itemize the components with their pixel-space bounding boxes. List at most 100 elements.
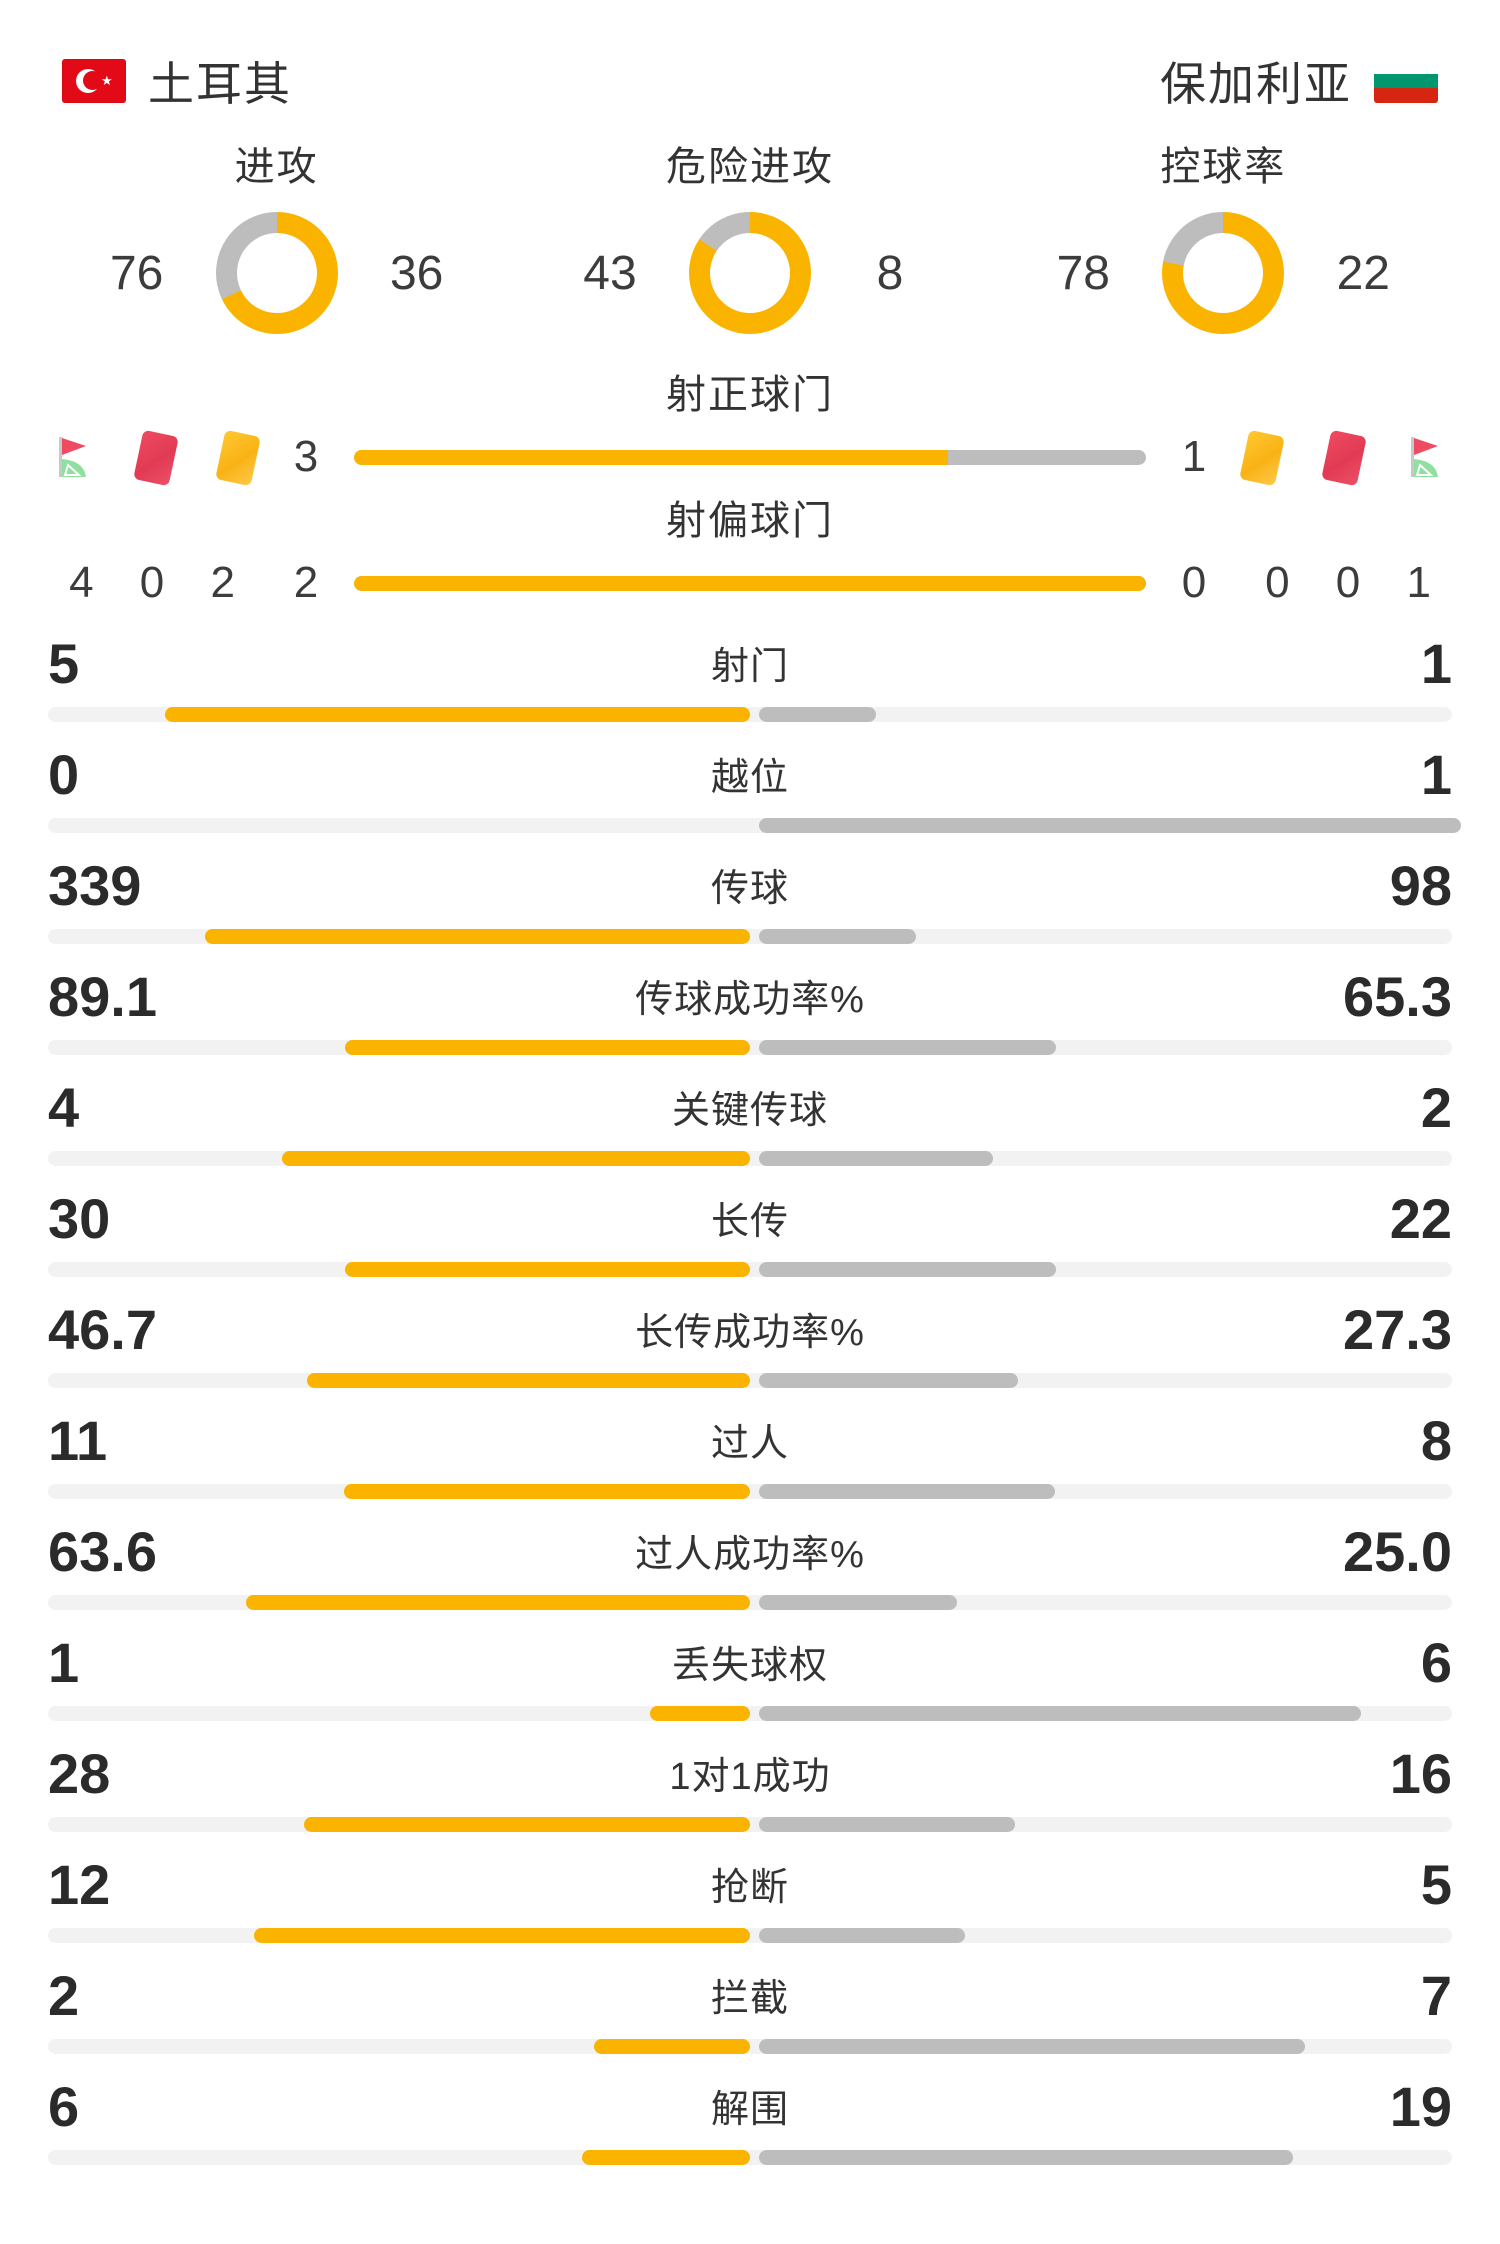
stat-row: 4 关键传球 2 <box>48 1068 1452 1179</box>
stat-row: 11 过人 8 <box>48 1401 1452 1512</box>
stat-label: 传球 <box>710 868 789 910</box>
donut-away-value: 8 <box>876 246 904 300</box>
stat-home-value: 12 <box>48 1853 111 1916</box>
stats-list: 5 射门 1 0 越位 1 339 传球 98 89.1 传球成功率% 65.3 4 关键传球 2 30 长传 2… <box>0 614 1500 2178</box>
stat-away-value: 1 <box>1420 743 1452 806</box>
stat-away-value: 19 <box>1389 2075 1452 2138</box>
stat-bar <box>48 1928 1452 1943</box>
stat-away-fill <box>759 929 917 944</box>
away-red-cards-value: 0 <box>1335 558 1361 607</box>
stat-home-value: 28 <box>48 1742 111 1805</box>
stat-row: 28 1对1成功 16 <box>48 1734 1452 1845</box>
stat-away-value: 6 <box>1420 1631 1452 1694</box>
stat-label: 关键传球 <box>671 1090 828 1132</box>
stat-home-value: 11 <box>48 1409 108 1472</box>
home-icons <box>46 429 261 487</box>
stat-row: 1 丢失球权 6 <box>48 1623 1452 1734</box>
stat-label: 抢断 <box>710 1867 789 1909</box>
stat-bar <box>48 1706 1452 1721</box>
teams-header: ★ 土耳其 保加利亚 <box>0 0 1500 120</box>
stat-home-fill <box>281 1151 750 1166</box>
away-team[interactable]: 保加利亚 <box>1160 48 1438 114</box>
home-team[interactable]: ★ 土耳其 <box>62 48 292 114</box>
stat-home-fill <box>581 2150 750 2165</box>
stat-label: 长传成功率% <box>635 1312 865 1354</box>
stat-home-fill <box>307 1373 750 1388</box>
stat-bar <box>48 1373 1452 1388</box>
stat-away-fill <box>759 707 877 722</box>
shots-on-target-label: 射正球门 <box>666 373 834 417</box>
stat-bar <box>48 1262 1452 1277</box>
donut-attacks: 进攻 76 36 <box>67 134 487 334</box>
stat-away-fill <box>759 1928 966 1943</box>
home-corners-value: 4 <box>69 558 94 607</box>
stat-row: 6 解围 19 <box>48 2067 1452 2178</box>
stat-away-value: 25.0 <box>1342 1520 1452 1583</box>
stat-row: 89.1 传球成功率% 65.3 <box>48 957 1452 1068</box>
yellow-card-icon <box>210 429 266 487</box>
away-icon-values: 0 0 1 <box>1242 558 1454 608</box>
stat-home-value: 6 <box>48 2075 80 2138</box>
stat-row: 63.6 过人成功率% 25.0 <box>48 1512 1452 1623</box>
stat-away-fill <box>759 1595 957 1610</box>
shots-on-target-bar <box>354 449 1146 465</box>
stat-home-fill <box>205 929 750 944</box>
stat-bar <box>48 818 1461 833</box>
stat-away-fill <box>759 1817 1015 1832</box>
shots-off-target-row: 4 0 2 2 0 0 0 1 <box>46 552 1454 614</box>
stat-label: 过人 <box>710 1423 789 1465</box>
stat-bar <box>48 1595 1452 1610</box>
yellow-card-icon <box>1234 429 1290 487</box>
stat-home-value: 30 <box>48 1187 111 1250</box>
stat-away-fill <box>759 2039 1306 2054</box>
stat-home-value: 2 <box>48 1964 80 2027</box>
stat-home-fill <box>594 2039 750 2054</box>
stat-away-value: 16 <box>1389 1742 1452 1805</box>
corner-flag-icon <box>46 429 102 485</box>
donut-home-value: 78 <box>1056 246 1110 300</box>
shots-off-target-label: 射偏球门 <box>666 499 834 543</box>
stat-home-fill <box>344 1262 750 1277</box>
stat-away-value: 2 <box>1420 1076 1452 1139</box>
stat-row: 339 传球 98 <box>48 846 1452 957</box>
stat-home-fill <box>254 1928 750 1943</box>
stat-home-value: 339 <box>48 854 142 917</box>
stat-away-value: 5 <box>1420 1853 1452 1916</box>
stat-away-value: 7 <box>1420 1964 1452 2027</box>
away-yellow-cards-value: 0 <box>1265 558 1290 607</box>
stat-label: 过人成功率% <box>635 1534 865 1576</box>
stat-home-value: 4 <box>48 1076 80 1139</box>
donut-possession: 控球率 78 22 <box>1013 134 1433 334</box>
stat-away-fill <box>759 1484 1055 1499</box>
stat-away-fill <box>759 1151 993 1166</box>
stat-home-value: 63.6 <box>48 1520 157 1583</box>
donut-label: 控球率 <box>1160 145 1287 189</box>
donut-ring <box>215 212 338 334</box>
stat-away-value: 22 <box>1389 1187 1452 1250</box>
stat-away-fill <box>759 2150 1293 2165</box>
stat-away-fill <box>759 1040 1056 1055</box>
stat-row: 30 长传 22 <box>48 1179 1452 1290</box>
stat-away-fill <box>759 818 1461 833</box>
shots-on-target-row: 3 1 <box>46 426 1454 488</box>
stat-row: 46.7 长传成功率% 27.3 <box>48 1290 1452 1401</box>
corner-flag-icon <box>1398 429 1454 485</box>
donut-dangerous-attacks: 危险进攻 43 8 <box>540 134 960 334</box>
shots-off-target-away: 0 <box>1181 558 1207 607</box>
stat-label: 解围 <box>710 2089 789 2131</box>
stat-label: 越位 <box>710 757 789 799</box>
stat-bar <box>48 929 1452 944</box>
stat-label: 传球成功率% <box>635 979 865 1021</box>
stat-row: 0 越位 1 <box>48 735 1461 846</box>
home-yellow-cards-value: 2 <box>210 558 235 607</box>
donut-label: 危险进攻 <box>665 145 834 189</box>
stat-home-fill <box>649 1706 750 1721</box>
shots-on-target-away: 1 <box>1181 432 1207 481</box>
stat-bar <box>48 2150 1452 2165</box>
stat-bar <box>48 1040 1452 1055</box>
stat-label: 1对1成功 <box>669 1756 831 1798</box>
stat-home-fill <box>343 1484 750 1499</box>
stat-away-value: 98 <box>1389 854 1452 917</box>
stat-away-value: 65.3 <box>1342 965 1452 1028</box>
